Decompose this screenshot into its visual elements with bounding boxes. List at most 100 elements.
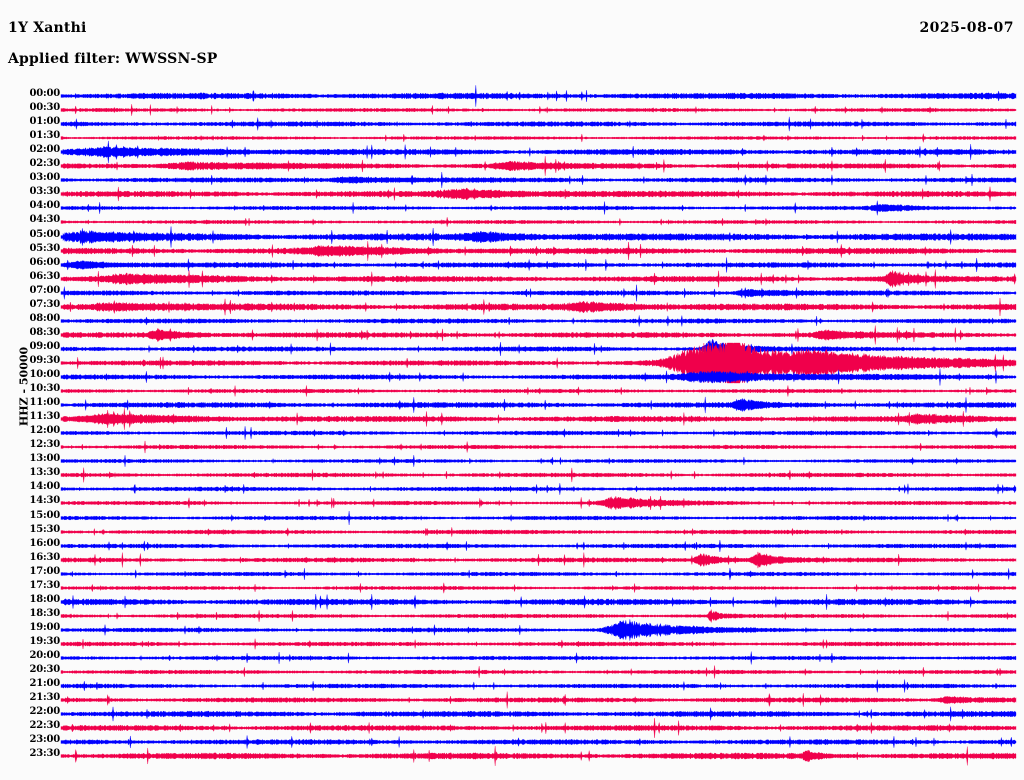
row-time-label: 23:30 xyxy=(29,748,60,760)
row-time-label: 08:00 xyxy=(29,312,60,324)
seismic-trace xyxy=(60,216,1017,258)
seismic-trace xyxy=(60,272,1017,314)
row-time-label: 05:00 xyxy=(29,228,60,240)
row-time-label: 18:00 xyxy=(29,593,60,605)
helicorder-row: 12:00 xyxy=(0,425,1024,440)
row-time-label: 17:00 xyxy=(29,565,60,577)
row-time-label: 22:30 xyxy=(29,720,60,732)
helicorder-row: 21:30 xyxy=(0,691,1024,709)
helicorder-row: 11:00 xyxy=(0,396,1024,414)
row-time-label: 09:00 xyxy=(29,340,60,352)
row-time-label: 12:00 xyxy=(29,425,60,437)
seismic-trace xyxy=(60,286,1017,328)
helicorder-row: 18:30 xyxy=(0,607,1024,624)
helicorder-row: 22:30 xyxy=(0,718,1024,739)
helicorder-row: 08:00 xyxy=(0,312,1024,328)
seismic-trace xyxy=(60,553,1017,595)
row-time-label: 13:30 xyxy=(29,467,60,479)
helicorder-row: 04:00 xyxy=(0,200,1024,216)
row-time-label: 18:30 xyxy=(29,607,60,619)
seismic-trace xyxy=(60,440,1017,482)
seismic-trace xyxy=(60,454,1017,496)
helicorder-row: 09:30 xyxy=(0,342,1024,384)
row-time-label: 10:00 xyxy=(29,369,60,380)
seismic-trace xyxy=(60,525,1017,567)
seismic-trace xyxy=(60,117,1017,159)
seismic-trace xyxy=(60,131,1017,173)
helicorder-row: 14:00 xyxy=(0,481,1024,496)
helicorder-row: 03:00 xyxy=(0,172,1024,189)
helicorder-row: 00:00 xyxy=(0,85,1024,107)
row-time-label: 08:30 xyxy=(29,326,60,338)
seismic-trace xyxy=(60,497,1017,539)
seismic-trace xyxy=(60,539,1017,581)
row-time-label: 02:30 xyxy=(29,158,60,170)
record-date: 2025-08-07 xyxy=(919,20,1014,36)
row-time-label: 11:30 xyxy=(29,411,60,423)
helicorder-row: 03:30 xyxy=(0,186,1024,202)
row-time-label: 23:00 xyxy=(29,734,60,746)
row-time-label: 01:00 xyxy=(29,116,60,128)
helicorder-row: 12:30 xyxy=(0,439,1024,454)
helicorder-row: 05:00 xyxy=(0,225,1024,248)
seismic-trace xyxy=(60,735,1017,777)
seismic-trace xyxy=(60,468,1017,510)
seismic-trace xyxy=(60,665,1017,707)
station-title: 1Y Xanthi xyxy=(8,20,87,36)
row-time-label: 00:00 xyxy=(29,88,60,99)
seismic-trace xyxy=(60,230,1017,272)
helicorder-row: 07:30 xyxy=(0,297,1024,316)
helicorder-row: 15:00 xyxy=(0,509,1024,525)
helicorder-row: 18:00 xyxy=(0,593,1024,610)
seismic-trace xyxy=(60,187,1017,229)
helicorder-row: 15:30 xyxy=(0,524,1024,539)
seismic-trace xyxy=(60,412,1017,454)
row-time-label: 19:00 xyxy=(29,621,60,633)
seismic-trace xyxy=(60,173,1017,215)
seismic-trace xyxy=(60,511,1017,553)
seismic-trace xyxy=(60,201,1017,243)
helicorder-row: 17:30 xyxy=(0,579,1024,595)
row-time-label: 09:30 xyxy=(29,354,60,366)
seismic-trace xyxy=(60,244,1017,286)
helicorder-row: 20:00 xyxy=(0,650,1024,665)
seismic-trace xyxy=(60,567,1017,609)
seismic-trace xyxy=(60,328,1017,370)
row-time-label: 02:00 xyxy=(29,144,60,156)
helicorder-row: 13:00 xyxy=(0,453,1024,468)
row-time-label: 13:00 xyxy=(29,453,60,465)
seismic-trace xyxy=(60,159,1017,201)
helicorder-row: 22:00 xyxy=(0,706,1024,722)
helicorder-row: 06:30 xyxy=(0,269,1024,289)
helicorder-row: 11:30 xyxy=(0,408,1024,430)
seismic-trace xyxy=(60,370,1017,412)
row-time-label: 19:30 xyxy=(29,635,60,647)
helicorder-row: 19:00 xyxy=(0,619,1024,641)
row-time-label: 03:00 xyxy=(29,172,60,184)
row-time-label: 04:30 xyxy=(29,214,60,226)
row-time-label: 21:00 xyxy=(29,678,60,690)
seismic-trace xyxy=(60,595,1017,637)
helicorder-row: 01:30 xyxy=(0,130,1024,145)
applied-filter-label: Applied filter: WWSSN-SP xyxy=(8,51,218,67)
helicorder-row: 07:00 xyxy=(0,284,1024,301)
seismic-trace xyxy=(60,623,1017,665)
helicorder-row: 06:00 xyxy=(0,257,1024,273)
row-time-label: 00:30 xyxy=(29,102,60,114)
seismic-trace xyxy=(60,581,1017,623)
row-time-label: 17:30 xyxy=(29,579,60,591)
seismic-trace xyxy=(60,300,1017,342)
row-time-label: 21:30 xyxy=(29,692,60,704)
row-time-label: 12:30 xyxy=(29,439,60,451)
seismic-trace xyxy=(60,426,1017,468)
seismic-trace xyxy=(60,609,1017,651)
seismic-trace xyxy=(60,637,1017,679)
row-time-label: 01:30 xyxy=(29,130,60,142)
seismic-trace xyxy=(60,356,1017,398)
row-time-label: 16:00 xyxy=(29,537,60,549)
row-time-label: 15:00 xyxy=(29,509,60,521)
seismic-trace xyxy=(60,398,1017,440)
row-time-label: 07:30 xyxy=(29,298,60,310)
seismic-trace xyxy=(60,693,1017,735)
